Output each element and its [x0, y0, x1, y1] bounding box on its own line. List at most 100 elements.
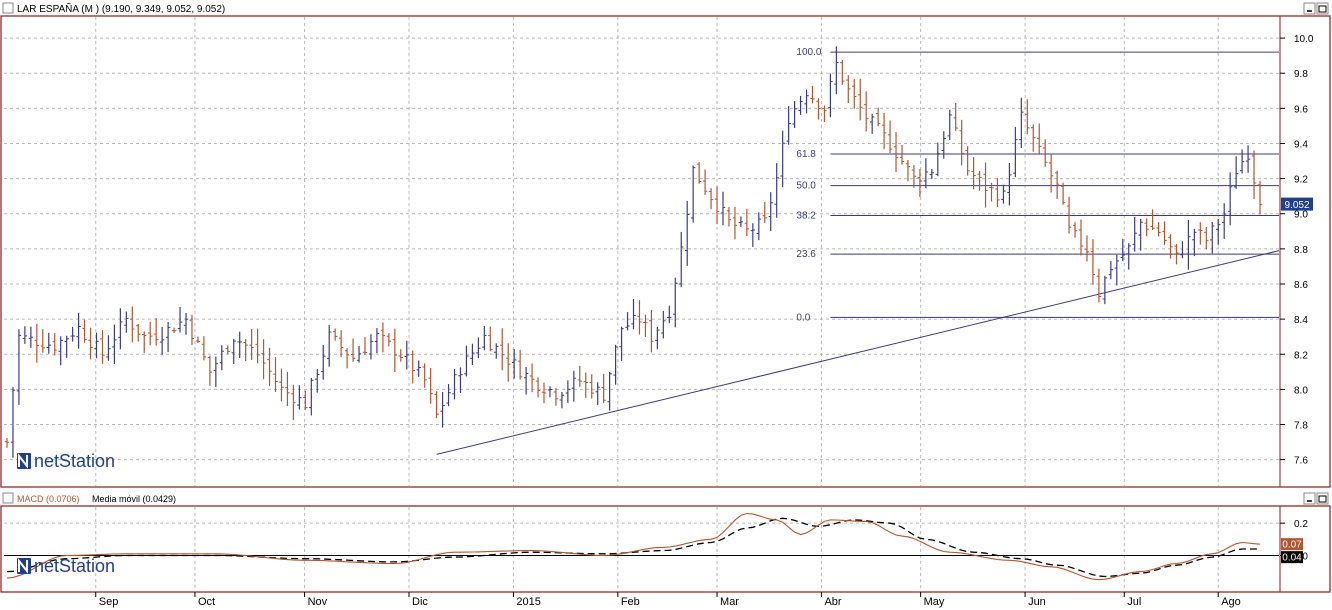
ohlc-bar: [309, 377, 314, 416]
x-tick-label: Oct: [198, 596, 215, 608]
ohlc-bar: [500, 328, 505, 371]
ohlc-bar: [744, 208, 750, 237]
panel-menu-icon[interactable]: [2, 2, 14, 14]
ohlc-bar: [756, 212, 761, 241]
ohlc-bar: [225, 345, 230, 355]
ohlc-bar: [1239, 149, 1245, 174]
ohlc-bar: [702, 169, 708, 195]
x-axis: Sep Oct Nov Dic 2015 Feb Mar Abr May Jun Jul Ago: [95, 592, 1241, 608]
ohlc-bar: [261, 339, 266, 380]
ohlc-bar: [971, 156, 976, 190]
ohlc-bar: [1078, 219, 1084, 256]
ohlc-bar: [613, 344, 618, 385]
ohlc-bar: [1072, 222, 1078, 238]
ohlc-bar: [1168, 234, 1173, 259]
ohlc-bar: [46, 332, 51, 354]
fibonacci-retracement: 100.0 61.8 50.0 38.2 23.6 0.0: [796, 47, 1279, 323]
x-tick-label: Feb: [621, 596, 640, 608]
ohlc-bar: [130, 306, 135, 343]
macd-panel-menu-icon[interactable]: [2, 492, 14, 504]
ohlc-bar: [1144, 218, 1149, 237]
y-tick-label: 9.2: [1294, 175, 1308, 186]
ohlc-bar: [595, 382, 600, 406]
ohlc-bar: [243, 338, 248, 362]
ohlc-bar: [350, 338, 356, 362]
netstation-logo-top: netStation: [17, 451, 115, 471]
ohlc-bar: [1132, 216, 1137, 252]
ohlc-bar: [4, 438, 10, 448]
ohlc-bar: [738, 216, 744, 228]
netstation-icon: [17, 453, 31, 469]
bottom-minimize-button[interactable]: [1303, 492, 1316, 505]
ohlc-bar: [559, 391, 565, 409]
netstation-logo-bottom: netStation: [17, 556, 115, 576]
netstation-watermark-bottom: netStation: [34, 556, 115, 576]
macd-panel-frame: [0, 505, 1331, 593]
macd-badge-value: 0.07: [1282, 540, 1302, 551]
ohlc-bar: [398, 349, 403, 362]
ohlc-bar: [607, 372, 612, 411]
ohlc-bar: [1251, 150, 1257, 200]
fib-level-label: 100.0: [796, 47, 821, 58]
fib-level-label: 0.0: [796, 312, 810, 323]
ohlc-bar: [869, 113, 875, 134]
ohlc-bar: [70, 326, 75, 342]
ohlc-bar: [679, 231, 684, 288]
ohlc-bar: [434, 391, 439, 419]
ohlc-bar: [374, 328, 380, 354]
ohlc-bar: [488, 326, 493, 352]
ohlc-bar: [714, 186, 720, 225]
x-tick-label: Nov: [308, 596, 328, 608]
ohlc-bar: [159, 326, 165, 355]
ohlc-bar: [875, 107, 881, 127]
ohlc-bar: [458, 367, 463, 393]
bottom-maximize-button[interactable]: [1316, 492, 1329, 505]
ohlc-bar: [303, 390, 308, 410]
ohlc-bar: [386, 333, 392, 347]
ohlc-bar: [1233, 156, 1239, 189]
ohlc-bar: [58, 336, 63, 366]
fib-level-label: 23.6: [796, 249, 816, 260]
fib-level-label: 50.0: [796, 181, 816, 192]
ohlc-bar: [792, 101, 797, 129]
ohlc-bar: [88, 327, 93, 360]
ohlc-bar: [732, 206, 738, 240]
ohlc-bar: [1031, 124, 1036, 152]
last-price-badge: 9.052: [1281, 197, 1313, 211]
top-minimize-button[interactable]: [1303, 2, 1316, 15]
ohlc-bar: [858, 78, 863, 121]
netstation-watermark: netStation: [34, 451, 115, 471]
ohlc-bar: [1019, 97, 1024, 148]
top-maximize-button[interactable]: [1316, 2, 1329, 15]
ohlc-bar: [494, 343, 499, 359]
ohlc-bar: [267, 347, 272, 387]
macd-label: MACD (0.0706): [17, 494, 80, 504]
top-y-axis: 10.0 9.8 9.6 9.4 9.2 9.0 8.8 8.6 8.4 8.2 8.0 7.8 7.6: [1280, 34, 1314, 467]
ohlc-bar: [649, 309, 654, 353]
ohlc-bar: [571, 370, 577, 402]
trendline: [436, 250, 1280, 455]
ohlc-bar: [977, 170, 982, 191]
ohlc-bar: [667, 305, 672, 324]
ohlc-bar: [661, 310, 666, 339]
ohlc-bar: [923, 158, 929, 189]
top-panel-frame: [0, 15, 1331, 488]
ohlc-bar: [380, 322, 386, 353]
ohlc-bar: [106, 335, 111, 361]
ohlc-bar: [1216, 218, 1221, 245]
ohlc-bar: [1126, 243, 1131, 270]
ohlc-bar: [285, 371, 290, 407]
ohlc-bar: [422, 363, 427, 388]
ohlc-bar: [177, 307, 183, 333]
ohlc-bar: [511, 349, 517, 379]
ohlc-bar: [452, 369, 457, 400]
ohlc-bar: [201, 336, 207, 361]
y-tick-label: 7.6: [1294, 456, 1308, 467]
ohlc-bar: [601, 373, 606, 404]
ohlc-bar: [1198, 222, 1203, 245]
ohlc-bar: [34, 323, 40, 363]
ohlc-bar: [625, 312, 630, 331]
ohlc-bar: [1180, 241, 1185, 259]
ohlc-bar: [1043, 139, 1048, 167]
ohlc-bar: [136, 323, 141, 342]
